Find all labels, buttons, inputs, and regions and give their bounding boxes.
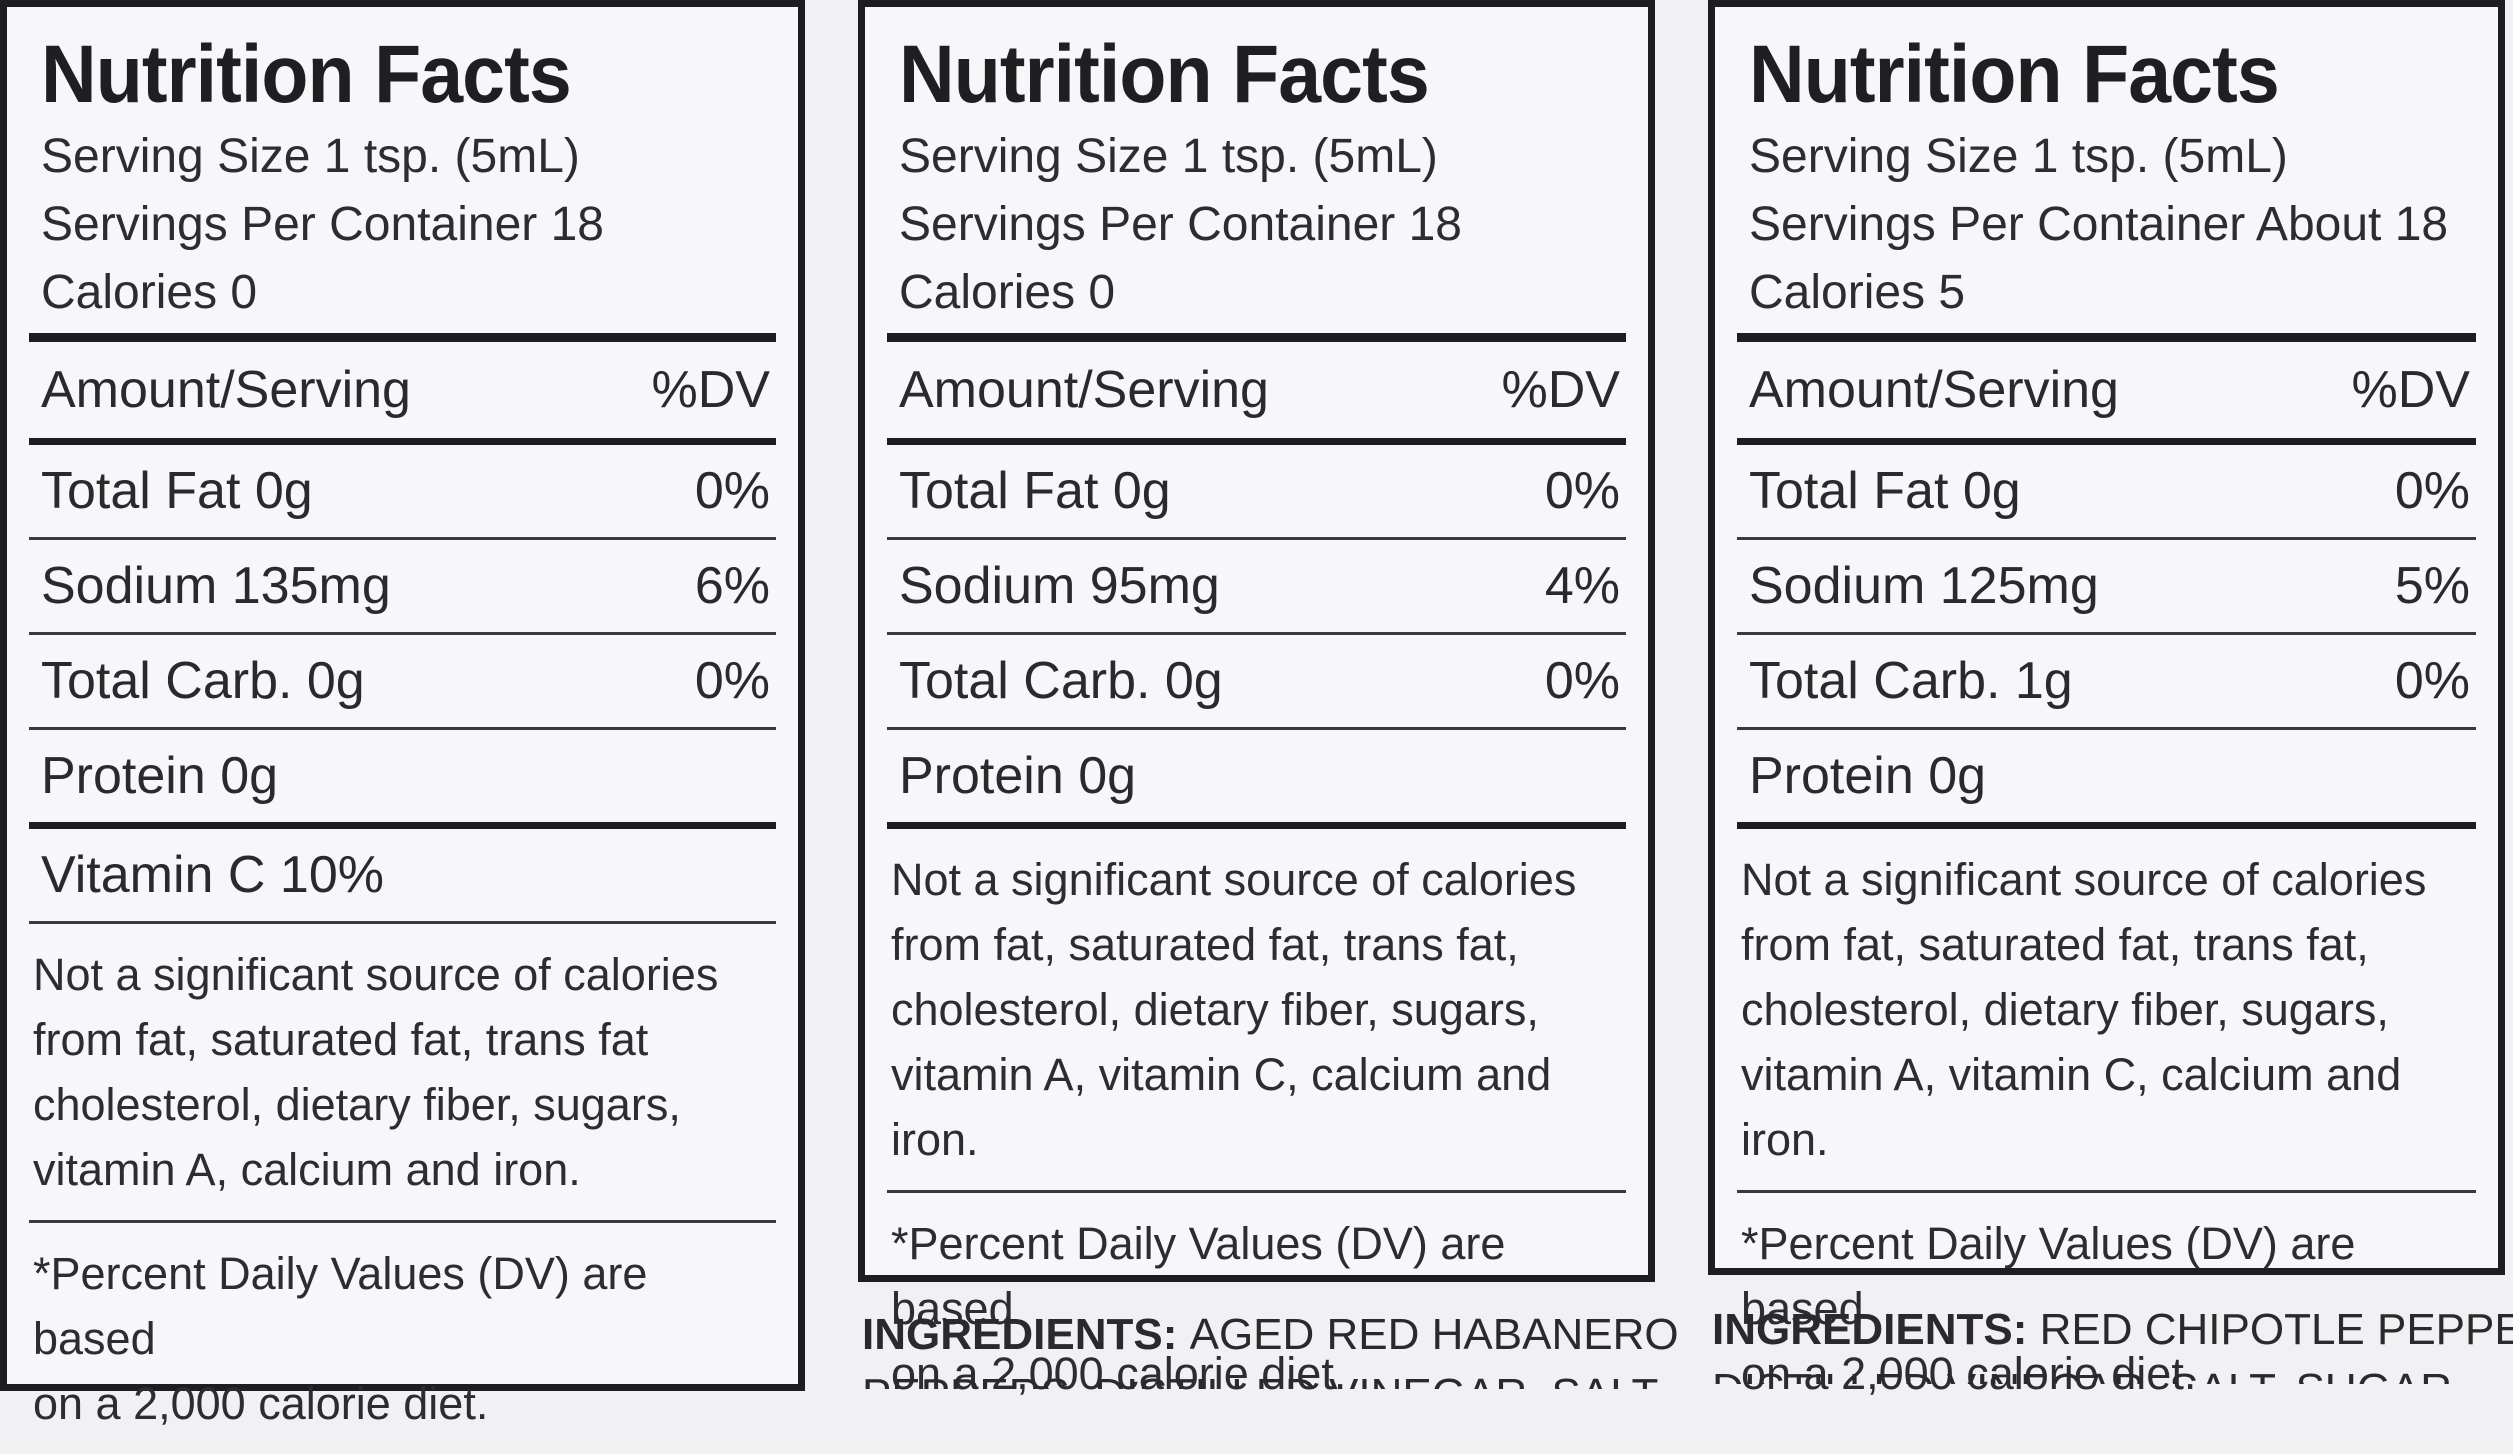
amount-header: Amount/Serving <box>899 361 1269 419</box>
nutrient-row: Total Carb. 0g 0% <box>887 635 1626 730</box>
footnote-line: on a 2,000 calorie diet. <box>33 1378 489 1429</box>
calories: Calories 0 <box>41 266 258 319</box>
nutrient-label: Total Fat 0g <box>1749 462 2021 520</box>
ingredients-cut-line: DISTILLED VINEGAR, SALT, SUGAR, <box>1712 1360 2513 1384</box>
calories: Calories 0 <box>899 266 1116 319</box>
serving-size: Serving Size 1 tsp. (5mL) <box>899 130 1438 183</box>
ingredients-label: INGREDIENTS: <box>1712 1305 2028 1354</box>
nutrient-label: Protein 0g <box>41 747 279 805</box>
nutrient-label: Total Carb. 0g <box>41 652 365 710</box>
serving-size: Serving Size 1 tsp. (5mL) <box>41 130 580 183</box>
nutrient-row: Sodium 125mg 5% <box>1737 540 2476 635</box>
nutrient-row: Total Carb. 0g 0% <box>29 635 776 730</box>
ingredients-2: INGREDIENTS: AGED RED HABANERO PEPPERS, … <box>862 1305 1679 1389</box>
nutrient-row: Protein 0g <box>1737 730 2476 829</box>
nutrient-label: Total Fat 0g <box>899 462 1171 520</box>
nutrient-row: Sodium 95mg 4% <box>887 540 1626 635</box>
servings-per-container: Servings Per Container 18 <box>899 198 1462 251</box>
dv-footnote: *Percent Daily Values (DV) are based on … <box>887 1190 1626 1424</box>
nutrient-label: Sodium 125mg <box>1749 557 2099 615</box>
divider <box>29 333 776 342</box>
nutrient-label: Total Carb. 0g <box>899 652 1223 710</box>
significance-note: Not a significant source of calories fro… <box>887 829 1626 1190</box>
nutrient-dv: 4% <box>1544 557 1620 615</box>
panel-title: Nutrition Facts <box>41 29 572 120</box>
nutrient-dv: 6% <box>694 557 770 615</box>
note-line: vitamin A, vitamin C, calcium and iron. <box>891 1049 1552 1165</box>
footnote-line: *Percent Daily Values (DV) are based <box>1741 1218 2356 1334</box>
significance-note: Not a significant source of calories fro… <box>29 924 776 1220</box>
note-line: Not a significant source of calories <box>33 949 719 1000</box>
note-line: cholesterol, dietary fiber, sugars, <box>1741 984 2389 1035</box>
servings-per-container: Servings Per Container About 18 <box>1749 198 2449 251</box>
nutrient-label: Protein 0g <box>1749 747 1987 805</box>
nutrition-panel-1: Nutrition Facts Serving Size 1 tsp. (5mL… <box>0 0 805 1429</box>
ingredients-label: INGREDIENTS: <box>862 1310 1178 1359</box>
note-line: Not a significant source of calories <box>891 854 1577 905</box>
ingredients-text: RED CHIPOTLE PEPPERS, <box>2039 1305 2513 1354</box>
nutrient-row: Total Fat 0g 0% <box>29 445 776 540</box>
amount-header-row: Amount/Serving %DV <box>1737 342 2476 445</box>
nutrient-label: Sodium 95mg <box>899 557 1220 615</box>
nutrient-dv: 0% <box>694 652 770 710</box>
footnote-line: *Percent Daily Values (DV) are based <box>891 1218 1506 1334</box>
footnote-line: *Percent Daily Values (DV) are based <box>33 1248 648 1364</box>
nutrient-label: Protein 0g <box>899 747 1137 805</box>
ingredients-text: AGED RED HABANERO <box>1189 1310 1679 1359</box>
nutrient-row: Total Fat 0g 0% <box>1737 445 2476 540</box>
amount-header-row: Amount/Serving %DV <box>887 342 1626 445</box>
ingredients-3: INGREDIENTS: RED CHIPOTLE PEPPERS, DISTI… <box>1712 1300 2513 1384</box>
nutrient-row: Sodium 135mg 6% <box>29 540 776 635</box>
ingredients-cut-line: PEPPERS, DISTILLED VINEGAR, SALT, <box>862 1365 1679 1389</box>
nutrient-dv: 0% <box>2394 652 2470 710</box>
nutrient-dv: 0% <box>1544 652 1620 710</box>
nutrient-label: Total Fat 0g <box>41 462 313 520</box>
note-line: from fat, saturated fat, trans fat <box>33 1014 649 1065</box>
nutrient-label: Sodium 135mg <box>41 557 391 615</box>
nutrient-row: Total Fat 0g 0% <box>887 445 1626 540</box>
vitamin-row: Vitamin C 10% <box>29 829 776 924</box>
nutrient-row: Protein 0g <box>29 730 776 829</box>
nutrient-dv: 0% <box>2394 462 2470 520</box>
dv-header: %DV <box>1501 361 1620 419</box>
note-line: vitamin A, calcium and iron. <box>33 1144 581 1195</box>
amount-header-row: Amount/Serving %DV <box>29 342 776 445</box>
note-line: from fat, saturated fat, trans fat, <box>1741 919 2369 970</box>
divider <box>887 333 1626 342</box>
panel-title: Nutrition Facts <box>1749 29 2280 120</box>
nutrient-label: Total Carb. 1g <box>1749 652 2073 710</box>
nutrition-panel-2: Nutrition Facts Serving Size 1 tsp. (5mL… <box>858 0 1655 1399</box>
nutrient-dv: 5% <box>2394 557 2470 615</box>
amount-header: Amount/Serving <box>41 361 411 419</box>
nutrient-row: Total Carb. 1g 0% <box>1737 635 2476 730</box>
serving-size: Serving Size 1 tsp. (5mL) <box>1749 130 2288 183</box>
dv-footnote: *Percent Daily Values (DV) are based on … <box>29 1220 776 1454</box>
nutrient-dv: 0% <box>1544 462 1620 520</box>
note-line: from fat, saturated fat, trans fat, <box>891 919 1519 970</box>
note-line: vitamin A, vitamin C, calcium and iron. <box>1741 1049 2402 1165</box>
nutrition-panel-3: Nutrition Facts Serving Size 1 tsp. (5mL… <box>1708 0 2505 1399</box>
servings-per-container: Servings Per Container 18 <box>41 198 604 251</box>
nutrient-row: Protein 0g <box>887 730 1626 829</box>
note-line: Not a significant source of calories <box>1741 854 2427 905</box>
note-line: cholesterol, dietary fiber, sugars, <box>33 1079 681 1130</box>
nutrient-dv: 0% <box>694 462 770 520</box>
divider <box>1737 333 2476 342</box>
vitamin-label: Vitamin C 10% <box>41 846 384 904</box>
dv-header: %DV <box>2351 361 2470 419</box>
significance-note: Not a significant source of calories fro… <box>1737 829 2476 1190</box>
note-line: cholesterol, dietary fiber, sugars, <box>891 984 1539 1035</box>
amount-header: Amount/Serving <box>1749 361 2119 419</box>
calories: Calories 5 <box>1749 266 1966 319</box>
panel-title: Nutrition Facts <box>899 29 1430 120</box>
dv-header: %DV <box>651 361 770 419</box>
